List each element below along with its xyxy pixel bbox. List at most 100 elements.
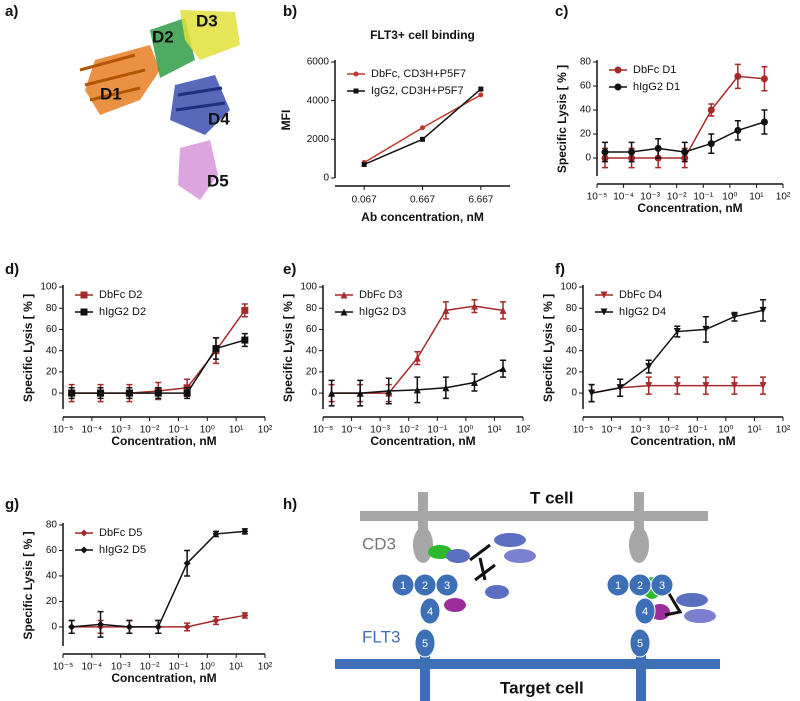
x-tick-label: 10⁰ — [722, 192, 737, 203]
y-tick-label: 80 — [580, 57, 592, 68]
x-tick-label: 10¹ — [749, 192, 764, 203]
y-tick-label: 60 — [580, 81, 592, 92]
data-point — [353, 71, 359, 77]
cell-label: Target cell — [500, 678, 584, 697]
x-axis-label: Concentration, nM — [111, 671, 216, 685]
data-point — [645, 382, 653, 390]
data-point — [125, 623, 133, 631]
x-tick-label: 10⁻⁵ — [587, 192, 608, 203]
x-tick-label: 10⁻³ — [630, 425, 650, 436]
domain-number: 1 — [400, 580, 406, 592]
panel-label: b) — [283, 3, 297, 20]
x-axis-label: Concentration, nM — [111, 434, 216, 448]
x-axis-label: Concentration, nM — [630, 434, 735, 448]
data-point — [614, 83, 622, 91]
y-axis-label: MFI — [279, 110, 293, 131]
panel-label: g) — [5, 496, 19, 513]
domain-number: 3 — [659, 580, 665, 592]
data-point — [420, 125, 425, 131]
y-tick-label: 60 — [46, 324, 58, 335]
data-point — [340, 291, 348, 299]
x-tick-label: 10¹ — [229, 662, 244, 673]
data-point — [645, 363, 653, 371]
y-tick-label: 0 — [323, 173, 329, 184]
x-tick-label: 10² — [258, 662, 273, 673]
x-tick-label: 10⁰ — [200, 662, 215, 673]
data-point — [478, 86, 484, 92]
y-tick-label: 40 — [46, 345, 58, 356]
protein-structure — [79, 10, 240, 200]
chart-title: FLT3+ cell binding — [370, 28, 475, 42]
data-point — [97, 389, 105, 397]
data-point — [601, 148, 609, 156]
domain-label: D2 — [152, 27, 174, 46]
cell-label: T cell — [530, 488, 573, 507]
data-point — [80, 308, 88, 316]
y-tick-label: 100 — [300, 282, 317, 293]
y-tick-label: 80 — [46, 520, 58, 531]
data-point — [673, 382, 681, 390]
legend-label: DbFc D2 — [99, 289, 142, 301]
y-axis-label: Specific Lysis [ % ] — [541, 294, 555, 402]
data-point — [499, 365, 507, 373]
data-point — [654, 144, 662, 152]
y-tick-label: 100 — [560, 282, 577, 293]
domain-number: 5 — [422, 638, 428, 650]
domain-number: 3 — [444, 580, 450, 592]
x-tick-label: 10⁻⁴ — [601, 425, 622, 436]
x-tick-label: 10⁻⁴ — [341, 425, 362, 436]
y-tick-label: 40 — [566, 345, 578, 356]
domain-number: 4 — [427, 606, 433, 618]
data-point — [760, 118, 768, 126]
x-tick-label: 10⁻³ — [640, 192, 660, 203]
legend-label: hIgG2 D3 — [359, 306, 406, 318]
legend-label: hIgG2 D1 — [633, 81, 680, 93]
y-tick-label: 20 — [566, 367, 578, 378]
y-tick-label: 60 — [566, 324, 578, 335]
domain-label: D5 — [207, 171, 229, 190]
x-axis-label: Concentration, nM — [370, 434, 475, 448]
domain-label: D4 — [208, 109, 230, 128]
data-point — [212, 530, 220, 538]
legend-label: hIgG2 D4 — [619, 306, 666, 318]
data-point — [183, 559, 191, 567]
x-tick-label: 10¹ — [229, 425, 244, 436]
panel-label: a) — [5, 3, 18, 20]
data-point — [413, 386, 421, 394]
y-tick-label: 60 — [306, 324, 318, 335]
data-point — [183, 389, 191, 397]
data-point — [681, 148, 689, 156]
data-point — [212, 345, 220, 353]
panel-label: f) — [555, 261, 565, 278]
data-point — [707, 140, 715, 148]
data-point — [328, 389, 336, 397]
domain-number: 5 — [637, 638, 643, 650]
y-tick-label: 6000 — [307, 57, 330, 68]
receptor-label: FLT3 — [362, 627, 400, 646]
x-tick-label: 0.667 — [410, 195, 435, 206]
y-tick-label: 80 — [566, 303, 578, 314]
domain-number: 1 — [615, 580, 621, 592]
data-point — [702, 325, 710, 333]
x-tick-label: 10⁻² — [667, 192, 687, 203]
x-tick-label: 10⁻³ — [370, 425, 390, 436]
schematic — [335, 492, 720, 701]
legend-label: DbFc, CD3H+P5F7 — [371, 68, 466, 80]
data-point — [628, 148, 636, 156]
legend-label: DbFc D5 — [99, 527, 142, 539]
y-axis-label: Specific Lysis [ % ] — [281, 294, 295, 402]
receptor-label: CD3 — [362, 534, 396, 553]
x-tick-label: 10¹ — [487, 425, 502, 436]
y-tick-label: 80 — [306, 303, 318, 314]
data-point — [353, 88, 359, 94]
data-point — [616, 384, 624, 392]
x-tick-label: 10² — [776, 192, 791, 203]
data-point — [442, 306, 450, 314]
data-point — [734, 126, 742, 134]
x-axis-label: Concentration, nM — [637, 201, 742, 215]
x-tick-label: 10¹ — [747, 425, 762, 436]
y-tick-label: 20 — [306, 367, 318, 378]
panel-label: d) — [5, 261, 19, 278]
x-tick-label: 10⁻⁴ — [613, 192, 634, 203]
